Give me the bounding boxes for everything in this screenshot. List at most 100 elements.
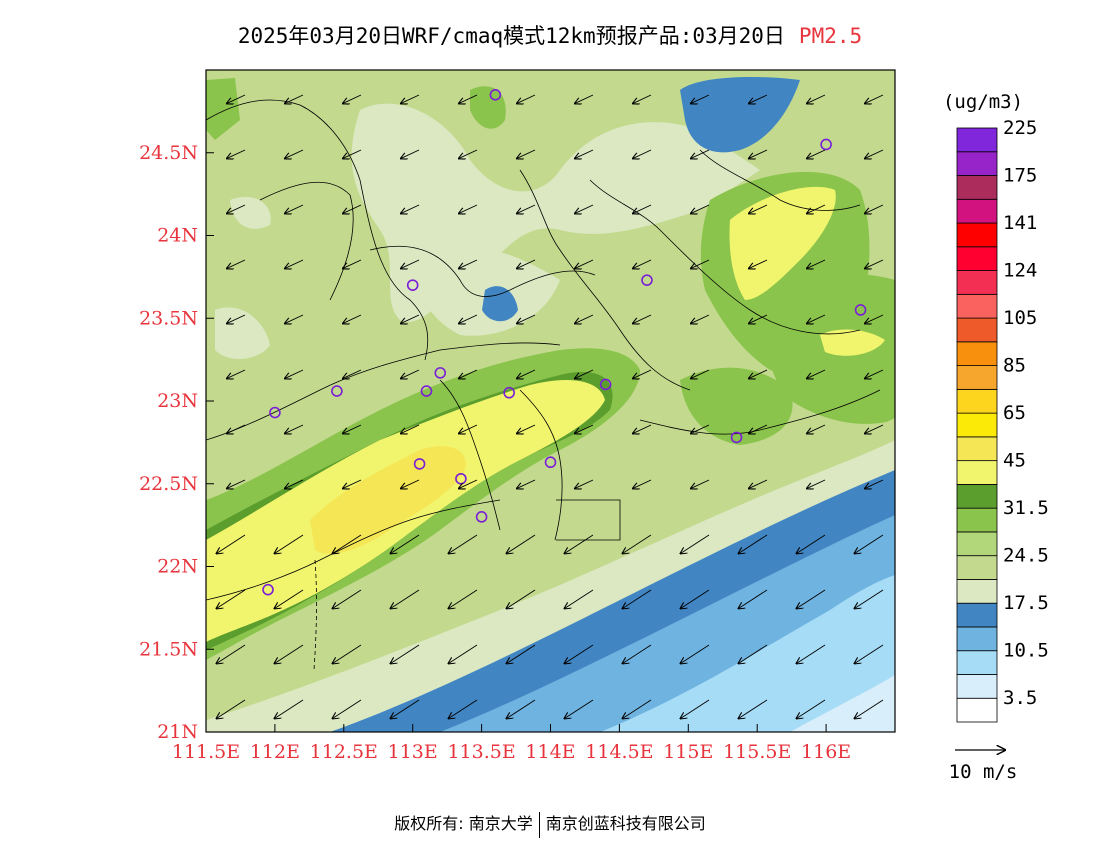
wind-arrow <box>216 534 246 554</box>
wind-arrow <box>865 259 884 268</box>
wind-arrow <box>227 204 246 213</box>
x-tick-label: 113E <box>388 741 438 763</box>
wind-arrow <box>680 699 710 719</box>
field-green-nw <box>206 78 240 140</box>
boundary-line <box>439 379 501 531</box>
wind-arrow <box>506 589 536 609</box>
wind-arrow <box>680 534 710 554</box>
wind-arrow <box>506 534 536 554</box>
wind-arrow <box>691 369 710 378</box>
wind-arrow <box>517 149 536 158</box>
wind-arrow <box>332 644 362 664</box>
wind-arrow <box>401 149 420 158</box>
wind-arrow <box>575 479 594 488</box>
colorbar-swatch <box>956 412 998 438</box>
wind-arrow <box>459 149 478 158</box>
wind-arrow <box>517 424 536 433</box>
wind-arrow <box>285 204 304 213</box>
wind-arrow <box>285 424 304 433</box>
colorbar-swatch <box>956 650 998 675</box>
wind-arrow <box>622 589 652 609</box>
wind-arrow <box>401 424 420 433</box>
wind-arrow <box>633 149 652 158</box>
wind-arrow <box>691 424 710 433</box>
colorbar-label: 225 <box>1003 117 1037 139</box>
station-marker <box>544 456 557 469</box>
wind-arrow <box>854 534 884 554</box>
field-sea-light-blue <box>600 575 895 732</box>
x-tick-label: 114.5E <box>585 741 653 763</box>
map-title: 2025年03月20日WRF/cmaq模式12km预报产品:03月20日 PM2.… <box>0 20 1100 50</box>
wind-arrow <box>749 94 768 103</box>
colorbar-label: 141 <box>1003 212 1037 234</box>
wind-arrow <box>459 479 478 488</box>
wind-arrow <box>796 699 826 719</box>
wind-arrow <box>227 149 246 158</box>
wind-arrow <box>343 314 362 323</box>
wind-arrow <box>401 259 420 268</box>
colorbar-swatch <box>956 222 998 248</box>
colorbar-label: 31.5 <box>1003 497 1049 519</box>
wind-arrow <box>575 369 594 378</box>
wind-arrow <box>517 204 536 213</box>
wind-arrow <box>575 204 594 213</box>
wind-arrow <box>633 424 652 433</box>
wind-arrow <box>401 314 420 323</box>
colorbar-label: 105 <box>1003 307 1037 329</box>
boundary-line <box>699 149 861 211</box>
wind-arrow <box>517 369 536 378</box>
wind-arrow <box>738 589 768 609</box>
colorbar-swatch <box>956 483 998 509</box>
wind-arrow <box>749 479 768 488</box>
colorbar-swatch <box>956 127 998 153</box>
wind-arrow <box>865 314 884 323</box>
colorbar-swatch <box>956 175 998 200</box>
wind-arrow <box>865 479 884 488</box>
wind-arrow <box>854 589 884 609</box>
wind-arrow <box>564 534 594 554</box>
boundary-line <box>519 169 691 391</box>
wind-arrow <box>865 94 884 103</box>
wind-arrow <box>807 479 826 488</box>
station-marker <box>854 304 867 316</box>
station-marker <box>475 511 488 523</box>
wind-arrow <box>807 204 826 213</box>
boundaries <box>206 99 881 671</box>
wind-arrow <box>738 534 768 554</box>
colorbar-swatch <box>956 579 998 604</box>
wind-arrow <box>390 699 420 719</box>
wind-arrow <box>807 259 826 268</box>
wind-arrow <box>749 424 768 433</box>
colorbar-swatch <box>956 246 998 271</box>
boundary-line <box>589 179 861 335</box>
wind-arrow <box>691 314 710 323</box>
wind-arrow <box>227 479 246 488</box>
wind-arrow <box>865 149 884 158</box>
footer-company: 南京创蓝科技有限公司 <box>545 814 706 833</box>
colorbar-label: 24.5 <box>1003 545 1049 567</box>
y-tick-label: 21N <box>157 721 198 743</box>
wind-arrow <box>633 259 652 268</box>
wind-arrow <box>564 589 594 609</box>
boundary-line <box>206 342 561 441</box>
wind-arrow <box>796 644 826 664</box>
boundary-line <box>259 181 354 301</box>
wind-arrow <box>865 204 884 213</box>
wind-arrow <box>749 369 768 378</box>
wind-arrow <box>622 534 652 554</box>
wind-arrow <box>459 94 478 103</box>
concentration-field <box>206 70 895 732</box>
wind-arrow <box>691 149 710 158</box>
wind-arrow <box>575 259 594 268</box>
wind-arrow <box>332 699 362 719</box>
wind-arrow <box>738 699 768 719</box>
wind-arrow <box>749 259 768 268</box>
field-sea-pale-blue <box>790 675 895 732</box>
boundary-line <box>206 99 429 361</box>
boundary-line <box>369 245 596 297</box>
colorbar-label: 45 <box>1003 450 1026 472</box>
field-blue-center <box>482 286 518 322</box>
station-marker <box>331 385 343 397</box>
footer-copyright: 版权所有: 南京大学 <box>394 814 533 833</box>
station-marker <box>434 367 447 379</box>
